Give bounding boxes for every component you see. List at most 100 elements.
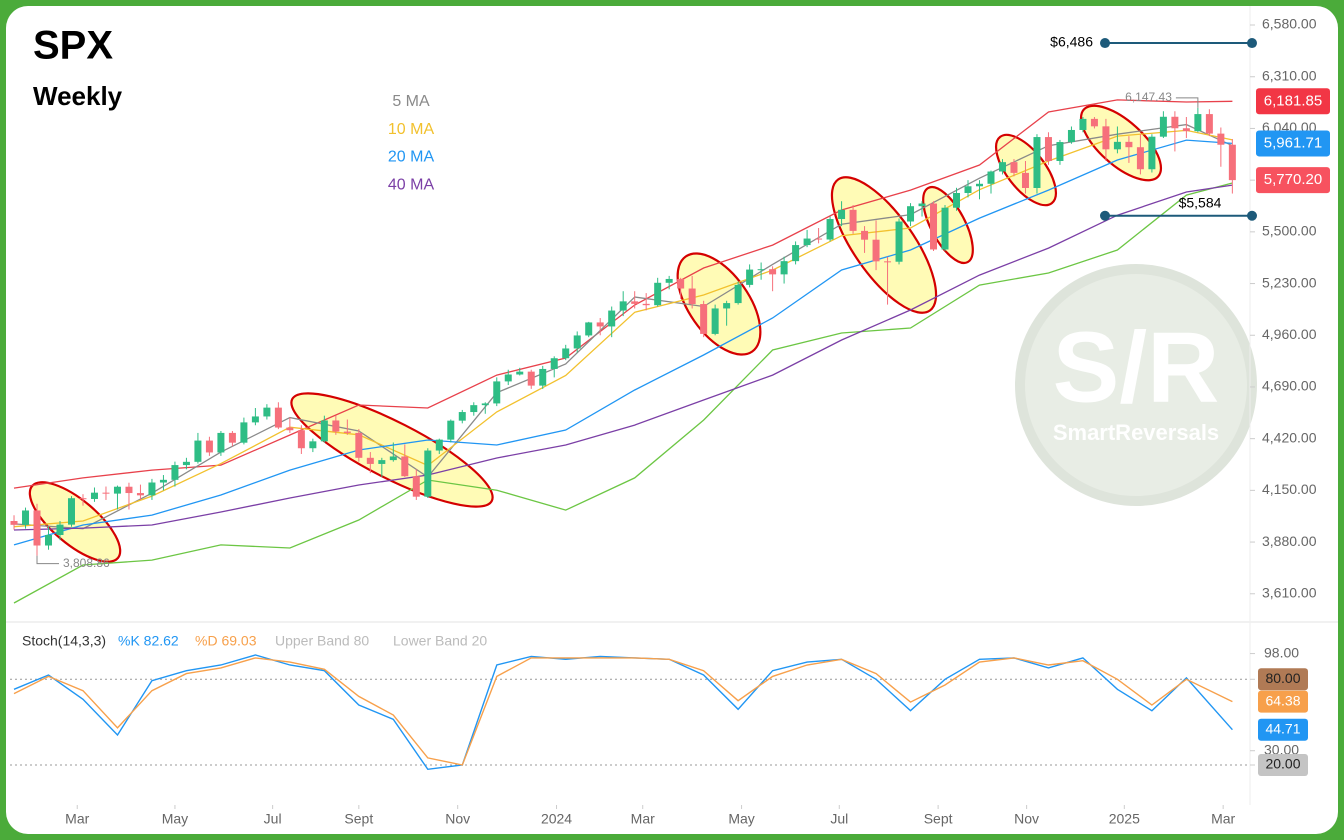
price-badge-label: 5,961.71 (1264, 134, 1322, 151)
highlight-ellipse (1079, 104, 1163, 182)
candle-body (79, 498, 87, 500)
candle-body (573, 335, 581, 349)
x-tick-label: May (728, 811, 754, 827)
x-tick-label: Jul (830, 811, 848, 827)
price-badge-label: 6,181.85 (1264, 92, 1322, 109)
y-tick-label: 6,580.00 (1262, 16, 1317, 32)
level-dot (1247, 210, 1257, 221)
x-tick-label: Mar (65, 811, 89, 827)
stoch-badge-label: 20.00 (1265, 756, 1300, 772)
candle-body (861, 230, 869, 240)
candle-body (366, 457, 374, 464)
y-tick-label: 4,420.00 (1262, 429, 1317, 445)
candle-body (228, 432, 236, 443)
candle-body (562, 348, 570, 359)
stoch-badge-label: 80.00 (1265, 670, 1300, 686)
candle-body (1010, 162, 1018, 173)
candle-body (550, 358, 558, 369)
y-tick-label: 3,610.00 (1262, 584, 1317, 600)
stoch-badge (1258, 754, 1308, 776)
candle-body (895, 221, 903, 262)
candle-body (803, 238, 811, 246)
y-tick-label: 5,230.00 (1262, 274, 1317, 290)
candle-body (125, 486, 133, 494)
candle-body (263, 407, 271, 417)
candle-body (608, 310, 616, 327)
level-dot (1247, 38, 1257, 49)
y-tick-label: 4,690.00 (1262, 378, 1317, 394)
candle-body (22, 510, 30, 525)
stoch-legend: Lower Band 20 (393, 633, 487, 649)
candle-body (1159, 116, 1167, 137)
candle-body (136, 493, 144, 496)
frame: S/R SmartReversals SPX Weekly Stoch(14,3… (6, 6, 1338, 834)
stoch-badge-label: 64.38 (1265, 692, 1300, 708)
level-label: $5,584 (1179, 194, 1222, 210)
candle-body (1079, 118, 1087, 130)
stoch-badge (1258, 668, 1308, 691)
candle-body (527, 371, 535, 386)
candle-body (746, 269, 754, 285)
candle-body (769, 269, 777, 275)
legend-entry: 40 MA (388, 176, 435, 193)
highlight-ellipse (676, 252, 762, 356)
watermark-big: S/R (1053, 311, 1220, 423)
candle-body (159, 479, 167, 483)
candle-body (1148, 136, 1156, 170)
candle-body (1125, 141, 1133, 148)
candle-body (665, 278, 673, 283)
stoch-tick-label: 98.00 (1264, 644, 1299, 660)
candle-body (930, 203, 938, 250)
x-tick-label: Nov (445, 811, 470, 827)
candle-body (251, 416, 259, 423)
candle-body (56, 524, 64, 535)
candle-body (504, 374, 512, 382)
candle-body (45, 534, 53, 546)
candle-body (481, 403, 489, 406)
stoch-legend: %K 82.62 (118, 633, 179, 649)
candle-body (343, 431, 351, 433)
level-dot (1100, 38, 1110, 49)
candle-body (1033, 137, 1041, 188)
candle-body (470, 405, 478, 413)
candle-body (838, 209, 846, 220)
x-tick-label: 2025 (1109, 811, 1140, 827)
candle-body (33, 510, 41, 546)
legend-entry: 20 MA (388, 149, 435, 166)
candle-body (412, 476, 420, 497)
candle-body (148, 482, 156, 496)
candle-body (1205, 114, 1213, 134)
candle-body (332, 420, 340, 432)
y-tick-label: 6,310.00 (1262, 67, 1317, 83)
candle-body (1171, 116, 1179, 129)
candle-body (619, 301, 627, 311)
x-tick-label: Mar (631, 811, 655, 827)
low-label: 3,808.86 (63, 556, 110, 570)
candle-body (90, 492, 98, 499)
candle-body (355, 432, 363, 458)
candle-body (998, 162, 1006, 172)
candle-body (677, 278, 685, 289)
candle-body (987, 171, 995, 184)
candle-body (217, 432, 225, 453)
low-pointer (36, 555, 60, 565)
x-tick-label: May (162, 811, 188, 827)
candle-body (493, 381, 501, 404)
candle-body (688, 288, 696, 305)
candle-body (447, 420, 455, 440)
candle-body (1102, 126, 1110, 150)
candle-body (389, 456, 397, 461)
x-tick-label: Nov (1014, 811, 1039, 827)
watermark: S/R SmartReversals (1015, 264, 1257, 506)
ma-line (13, 139, 1233, 546)
candle-body (757, 269, 765, 271)
ma-line (13, 184, 1233, 531)
candle-body (378, 460, 386, 464)
candle-body (654, 282, 662, 306)
level-label: $6,486 (1050, 34, 1093, 50)
price-badge (1256, 130, 1330, 157)
y-tick-label: 4,150.00 (1262, 481, 1317, 497)
candle-body (596, 322, 604, 327)
stoch-legend: Upper Band 80 (275, 633, 369, 649)
candle-body (458, 412, 466, 421)
